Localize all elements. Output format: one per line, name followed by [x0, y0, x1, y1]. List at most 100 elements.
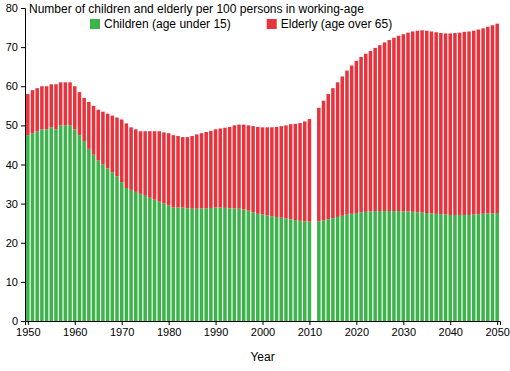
- bar: [448, 33, 452, 215]
- bar: [233, 208, 237, 321]
- legend-item: Elderly (age over 65): [267, 17, 392, 31]
- bar: [64, 125, 68, 321]
- bar: [383, 211, 387, 321]
- bar: [402, 211, 406, 321]
- y-tick-label: 70: [6, 41, 18, 53]
- bar: [378, 45, 382, 211]
- y-tick-mark: [21, 165, 25, 166]
- bar: [275, 217, 279, 321]
- bar: [153, 131, 157, 199]
- bar: [402, 34, 406, 211]
- x-tick-label: 1990: [204, 326, 228, 338]
- bar: [120, 182, 124, 321]
- x-tick-label: 2000: [251, 326, 275, 338]
- x-tick-mark: [309, 321, 310, 325]
- bar: [125, 188, 129, 321]
- y-tick-label: 80: [6, 2, 18, 14]
- bar: [294, 220, 298, 321]
- bar: [59, 82, 63, 125]
- x-tick: 1980: [157, 321, 181, 338]
- bar: [111, 116, 115, 173]
- bar: [111, 172, 115, 321]
- bar: [359, 212, 363, 321]
- y-tick: 60: [6, 80, 25, 92]
- bar: [40, 129, 44, 321]
- y-tick-label: 10: [6, 276, 18, 288]
- bar: [444, 33, 448, 214]
- bar: [317, 221, 321, 321]
- bar: [467, 31, 471, 214]
- bar: [195, 134, 199, 208]
- bar: [50, 84, 54, 127]
- bar: [31, 133, 35, 321]
- x-tick-mark: [28, 321, 29, 325]
- bar: [369, 51, 373, 211]
- bar: [270, 127, 274, 216]
- bar: [373, 48, 377, 211]
- bar: [308, 222, 312, 321]
- bar: [434, 32, 438, 214]
- bar: [228, 127, 232, 208]
- bar: [453, 215, 457, 321]
- bar: [463, 32, 467, 215]
- bar: [157, 131, 161, 201]
- x-tick: 1950: [16, 321, 40, 338]
- bar: [181, 208, 185, 321]
- x-tick: 2030: [392, 321, 416, 338]
- bar: [68, 82, 72, 125]
- bar: [425, 31, 429, 213]
- x-tick: 2020: [345, 321, 369, 338]
- bar: [350, 66, 354, 214]
- x-tick: 2010: [298, 321, 322, 338]
- y-tick-mark: [21, 47, 25, 48]
- bar: [439, 214, 443, 321]
- bar: [448, 215, 452, 321]
- legend-swatch: [267, 19, 277, 29]
- bar: [120, 120, 124, 183]
- bar: [481, 214, 485, 321]
- bar: [458, 215, 462, 321]
- x-tick-label: 1970: [110, 326, 134, 338]
- bar: [129, 127, 133, 190]
- bar: [256, 127, 260, 214]
- bar: [218, 129, 222, 208]
- x-tick-label: 2010: [298, 326, 322, 338]
- bar: [491, 213, 495, 321]
- bar: [176, 208, 180, 321]
- bar: [369, 211, 373, 321]
- bar: [200, 133, 204, 208]
- bar: [355, 213, 359, 321]
- bar: [444, 215, 448, 321]
- bar: [261, 127, 265, 214]
- bar: [139, 194, 143, 321]
- y-axis: 01020304050607080: [6, 2, 26, 327]
- y-tick: 20: [6, 237, 25, 249]
- bar: [251, 212, 255, 321]
- bar: [284, 218, 288, 321]
- bar: [345, 215, 349, 321]
- x-tick-mark: [450, 321, 451, 325]
- bar: [148, 131, 152, 198]
- y-tick-label: 50: [6, 119, 18, 131]
- bar: [92, 155, 96, 321]
- bar: [31, 90, 35, 133]
- bar: [148, 198, 152, 321]
- legend: Children (age under 15)Elderly (age over…: [90, 17, 392, 31]
- bar: [308, 119, 312, 222]
- bar: [78, 92, 82, 135]
- bar: [214, 129, 218, 207]
- bar: [265, 127, 269, 215]
- bar: [416, 31, 420, 213]
- bar: [298, 221, 302, 321]
- x-tick: 1960: [63, 321, 87, 338]
- bar: [406, 33, 410, 212]
- x-tick-mark: [403, 321, 404, 325]
- bar: [134, 129, 138, 192]
- bar: [176, 136, 180, 208]
- bar: [289, 124, 293, 219]
- bar: [383, 42, 387, 211]
- bar: [78, 135, 82, 321]
- bar: [331, 218, 335, 321]
- x-tick: 2040: [439, 321, 463, 338]
- bar: [247, 125, 251, 210]
